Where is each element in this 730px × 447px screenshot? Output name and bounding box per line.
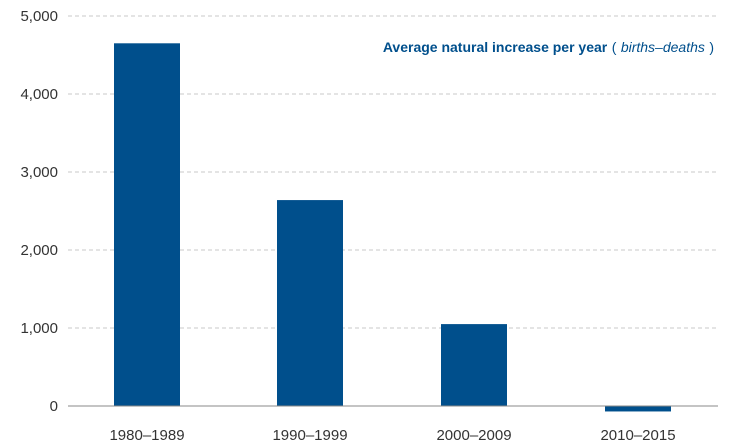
- y-tick-label: 1,000: [20, 320, 58, 337]
- y-tick-label: 3,000: [20, 164, 58, 181]
- bar-1: [277, 200, 343, 406]
- bar-0: [114, 43, 180, 407]
- x-axis-tick-labels: 1980–1989 1990–1999 2000–2009 2010–2015: [109, 427, 675, 444]
- legend-close-paren: ): [709, 39, 714, 55]
- y-tick-label: 4,000: [20, 86, 58, 103]
- legend: Average natural increase per year ( birt…: [383, 39, 714, 56]
- y-axis-tick-labels: 0 1,000 2,000 3,000 4,000 5,000: [20, 8, 58, 415]
- y-tick-label: 2,000: [20, 242, 58, 259]
- legend-subtitle: births–deaths: [621, 39, 705, 55]
- y-tick-label: 0: [50, 398, 58, 415]
- x-tick-label: 1990–1999: [272, 427, 347, 444]
- y-tick-label: 5,000: [20, 8, 58, 25]
- bar-3: [605, 406, 671, 412]
- bar-2: [441, 324, 507, 406]
- x-tick-label: 2000–2009: [436, 427, 511, 444]
- x-tick-label: 2010–2015: [600, 427, 675, 444]
- legend-open-paren: (: [612, 39, 617, 55]
- x-tick-label: 1980–1989: [109, 427, 184, 444]
- legend-title: Average natural increase per year: [383, 39, 608, 55]
- bars: [114, 43, 671, 412]
